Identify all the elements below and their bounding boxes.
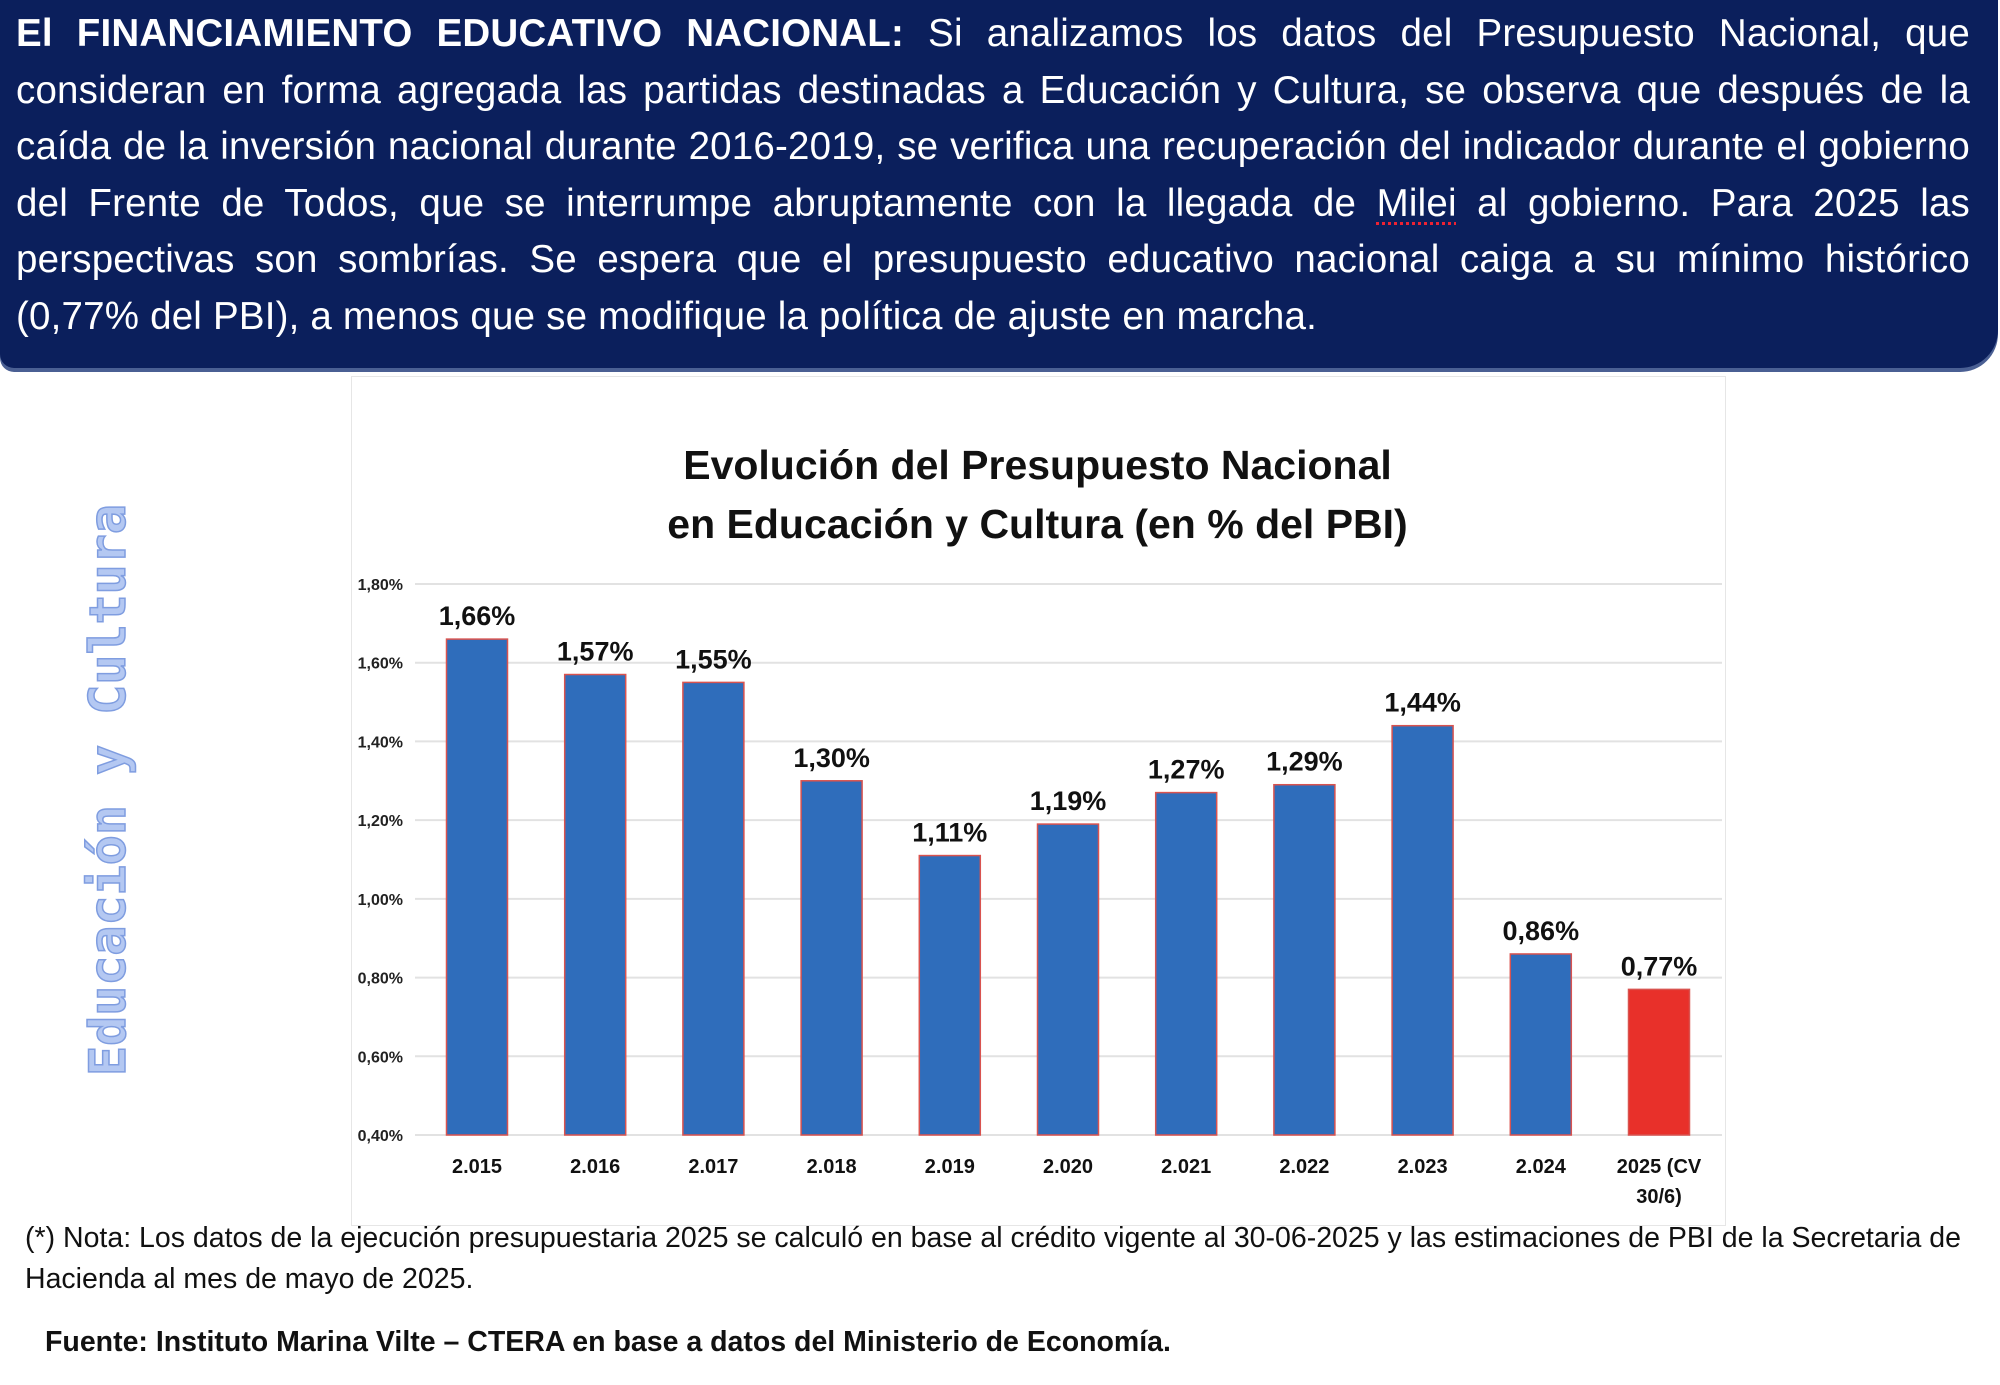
bar xyxy=(1391,724,1454,1136)
x-tick-label: 2.018 xyxy=(807,1156,857,1178)
x-tick-label: 2.024 xyxy=(1516,1156,1567,1178)
header-milei: Milei xyxy=(1376,181,1457,225)
x-tick-label: 2.017 xyxy=(688,1156,738,1178)
data-label: 1,55% xyxy=(675,644,752,674)
data-label: 1,27% xyxy=(1148,755,1225,785)
y-tick-label: 0,80% xyxy=(358,971,403,988)
x-tick-label: 2.020 xyxy=(1043,1156,1093,1178)
y-tick-label: 1,20% xyxy=(358,813,403,830)
data-label: 1,44% xyxy=(1384,688,1461,718)
chart-title-line2: en Educación y Cultura (en % del PBI) xyxy=(667,501,1408,547)
x-tick-label: 2.015 xyxy=(452,1156,502,1178)
bar xyxy=(1273,783,1336,1136)
data-label: 1,30% xyxy=(793,743,870,773)
bar xyxy=(800,780,863,1136)
data-label: 0,86% xyxy=(1503,916,1580,946)
x-tick-label: 30/6) xyxy=(1636,1186,1682,1208)
y-tick-label: 1,80% xyxy=(358,577,403,594)
data-label: 1,11% xyxy=(912,818,987,848)
x-tick-label: 2.021 xyxy=(1161,1156,1211,1178)
data-label: 1,66% xyxy=(439,601,516,631)
source-text: Fuente: Instituto Marina Vilte – CTERA e… xyxy=(45,1326,1171,1358)
bar xyxy=(1627,988,1691,1136)
y-tick-label: 1,00% xyxy=(358,892,403,909)
header-text-2: al gobierno. Para 2025 las perspectivas … xyxy=(16,181,1971,338)
x-tick-label: 2.023 xyxy=(1398,1156,1448,1178)
header-bold-lead: El FINANCIAMIENTO EDUCATIVO NACIONAL: xyxy=(16,12,905,55)
header-banner: El FINANCIAMIENTO EDUCATIVO NACIONAL: Si… xyxy=(0,0,1998,368)
y-tick-label: 0,60% xyxy=(358,1049,403,1066)
data-label: 1,19% xyxy=(1030,786,1107,816)
chart-title-line1: Evolución del Presupuesto Nacional xyxy=(683,442,1392,488)
y-tick-label: 1,40% xyxy=(358,734,403,751)
bar xyxy=(1036,823,1100,1136)
header-paragraph: El FINANCIAMIENTO EDUCATIVO NACIONAL: Si… xyxy=(16,6,1970,345)
bar xyxy=(918,854,982,1136)
y-tick-label: 0,40% xyxy=(358,1128,403,1145)
bar xyxy=(563,673,627,1136)
footnote: (*) Nota: Los datos de la ejecución pres… xyxy=(25,1222,1961,1295)
x-tick-label: 2.019 xyxy=(925,1156,975,1178)
data-label: 1,57% xyxy=(557,637,634,667)
bar xyxy=(682,681,745,1136)
x-tick-label: 2025 (CV xyxy=(1617,1156,1702,1178)
data-label: 0,77% xyxy=(1621,951,1698,981)
x-tick-label: 2.016 xyxy=(570,1156,620,1178)
x-tick-label: 2.022 xyxy=(1279,1156,1329,1178)
bar xyxy=(1154,791,1218,1136)
bar xyxy=(445,638,509,1136)
header-text-1: Si analizamos los datos del Presupuesto … xyxy=(16,12,1971,225)
chart-title: Evolución del Presupuesto Nacional en Ed… xyxy=(351,436,1724,554)
y-tick-label: 1,60% xyxy=(358,656,403,673)
data-label: 1,29% xyxy=(1266,747,1343,777)
bar xyxy=(1509,953,1573,1136)
